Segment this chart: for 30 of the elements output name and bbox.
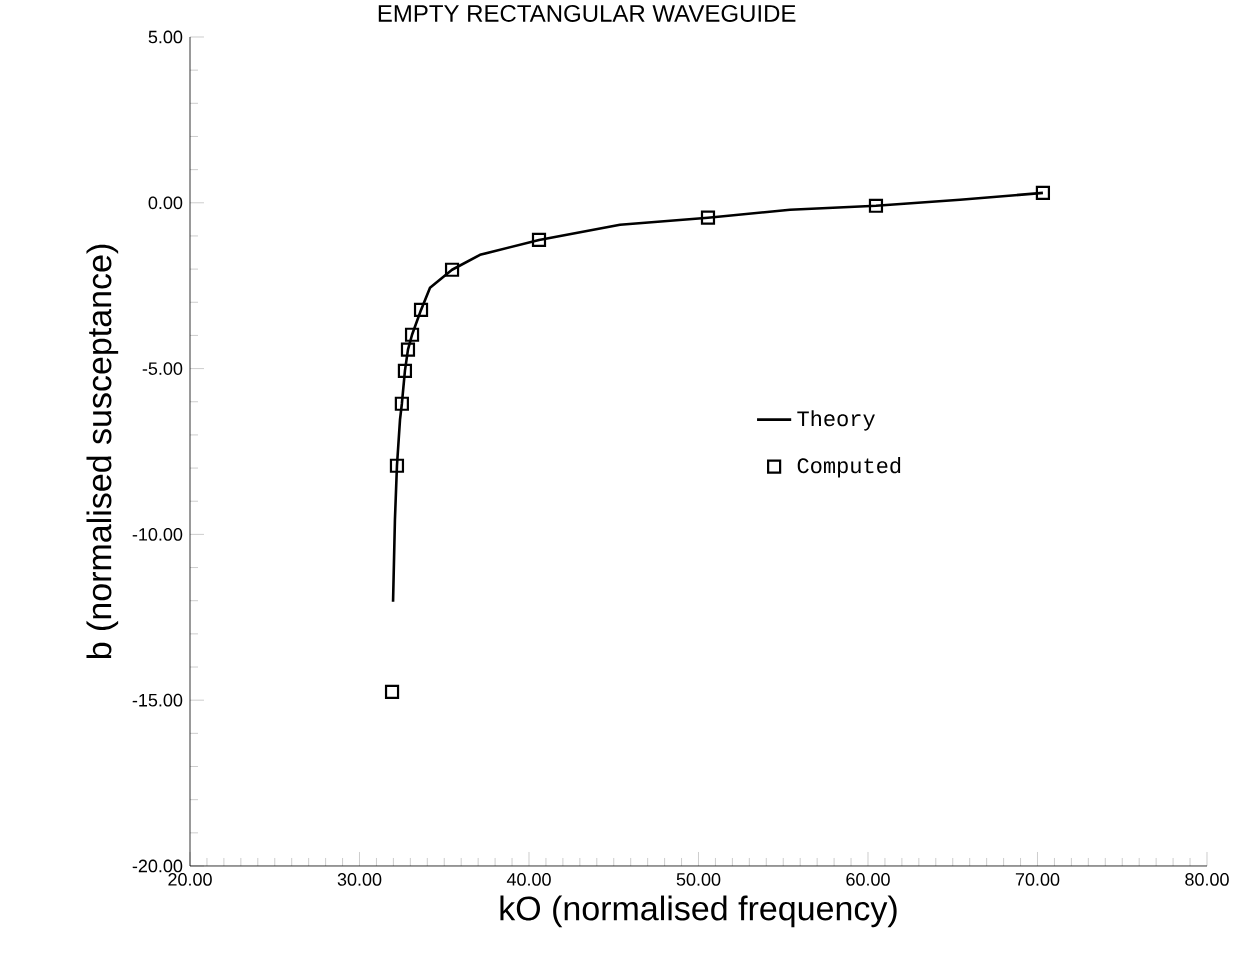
- x-tick-label: 70.00: [1015, 873, 1060, 886]
- y-tick-label: -10.00: [132, 528, 183, 541]
- point: [531, 232, 547, 248]
- y-tick-label: 0.00: [148, 196, 183, 210]
- point: [404, 327, 420, 342]
- x-axis-title: kO (normalised frequency): [500, 895, 897, 928]
- y-tick-label: -15.00: [132, 693, 183, 707]
- point: [413, 302, 429, 317]
- y-tick-label: 5.00: [148, 30, 183, 44]
- x-tick-label: 40.00: [506, 873, 551, 886]
- y-axis-title: b (normalised susceptance): [86, 244, 119, 659]
- point: [700, 210, 716, 225]
- point: [384, 684, 400, 699]
- point: [397, 363, 413, 379]
- point: [400, 342, 416, 357]
- point: [444, 262, 460, 277]
- x-tick-label: 20.00: [168, 873, 212, 886]
- legend-label: Theory: [797, 410, 875, 431]
- point: [389, 458, 405, 473]
- legend-label: Computed: [797, 457, 901, 478]
- x-tick-label: 60.00: [846, 873, 890, 886]
- y-tick-label: -20.00: [132, 859, 183, 873]
- point: [868, 198, 884, 213]
- point: [394, 396, 409, 411]
- y-tick-label: -5.00: [142, 362, 183, 375]
- x-tick-label: 80.00: [1185, 873, 1229, 886]
- chart-title: EMPTY RECTANGULAR WAVEGUIDE: [378, 4, 796, 22]
- x-tick-label: 30.00: [337, 873, 382, 886]
- x-tick-label: 50.00: [676, 873, 721, 886]
- point: [1035, 185, 1051, 200]
